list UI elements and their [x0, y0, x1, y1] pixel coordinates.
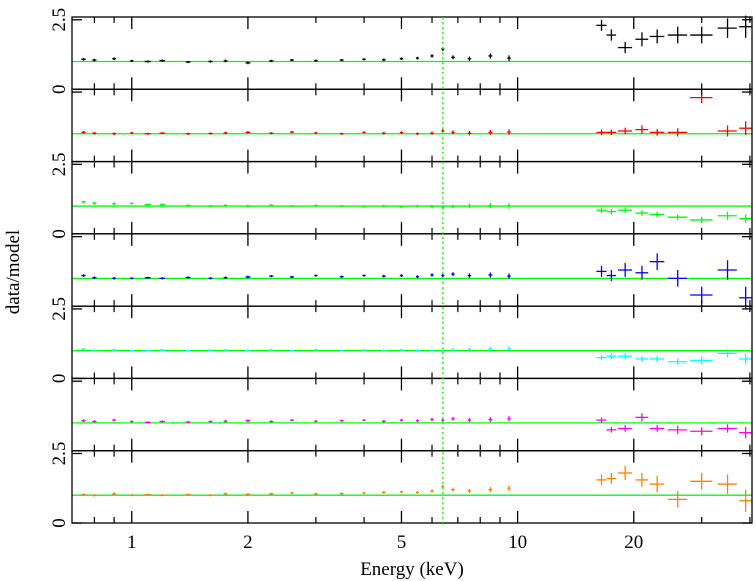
- y-axis-label: data/model: [3, 230, 24, 314]
- panel-frame: [71, 233, 753, 307]
- y-tick-label: 2.5: [49, 297, 70, 321]
- panel-frame: [71, 450, 753, 524]
- panel-frame: [71, 377, 753, 452]
- y-tick-label: 0: [49, 229, 70, 239]
- y-tick-label: 2.5: [49, 8, 70, 32]
- x-tick-label: 20: [624, 532, 643, 553]
- x-tick-label: 5: [397, 532, 407, 553]
- panel-frame: [71, 160, 753, 235]
- x-tick-label: 1: [127, 532, 137, 553]
- panel-frame: [71, 305, 753, 380]
- panel-frame: [71, 88, 753, 163]
- panel-frame: [71, 16, 753, 90]
- y-tick-label: 0: [49, 518, 70, 528]
- x-tick-label: 10: [508, 532, 527, 553]
- x-axis-label: Energy (keV): [360, 559, 464, 580]
- x-tick-label: 2: [243, 532, 253, 553]
- y-tick-label: 0: [49, 85, 70, 95]
- y-tick-label: 2.5: [49, 442, 70, 466]
- y-tick-label: 2.5: [49, 152, 70, 176]
- y-tick-label: 0: [49, 374, 70, 384]
